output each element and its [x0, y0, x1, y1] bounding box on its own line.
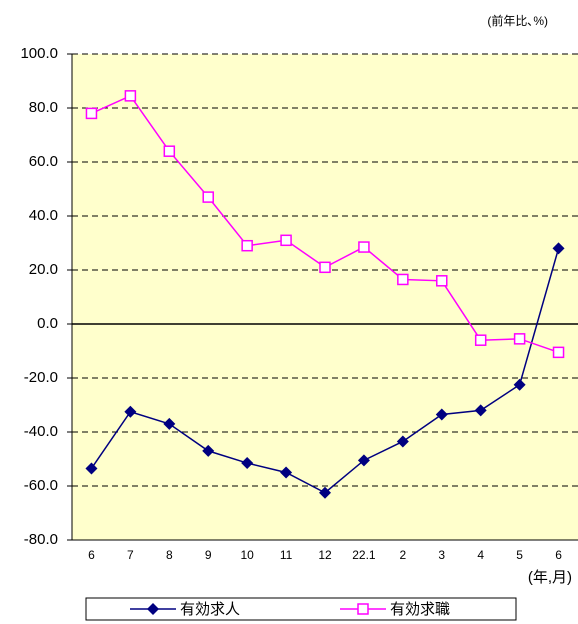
- x-tick-label: 7: [127, 548, 134, 562]
- data-point: [474, 334, 487, 346]
- data-point: [85, 107, 98, 120]
- unit-label: (前年比､%): [487, 13, 548, 28]
- data-point: [124, 90, 137, 102]
- data-point: [513, 333, 526, 345]
- data-point: [85, 462, 98, 475]
- x-tick-label: 12: [318, 548, 332, 562]
- x-tick-label: 10: [240, 548, 254, 562]
- data-point: [241, 239, 253, 252]
- y-tick-label: 100.0: [20, 45, 58, 62]
- data-point: [124, 405, 137, 418]
- legend-marker: [147, 603, 159, 615]
- plot-area: [72, 54, 578, 540]
- x-tick-label: 6: [88, 548, 95, 562]
- x-tick-label: 11: [280, 548, 293, 562]
- y-tick-label: -20.0: [24, 369, 58, 386]
- data-point: [202, 191, 214, 203]
- y-tick-label: 20.0: [29, 261, 58, 278]
- data-point: [319, 486, 331, 499]
- data-point: [319, 261, 331, 274]
- data-point: [513, 378, 526, 391]
- x-tick-label: 6: [555, 548, 562, 562]
- x-tick-label: 5: [516, 548, 523, 562]
- data-point: [435, 408, 448, 421]
- legend: 有効求人 有効求職: [85, 597, 517, 621]
- data-point: [163, 417, 176, 430]
- y-tick-label: -40.0: [24, 423, 58, 440]
- y-tick-label: -80.0: [24, 531, 58, 548]
- y-tick-label: 60.0: [29, 153, 58, 170]
- legend-marker: [357, 603, 369, 615]
- x-tick-label: 9: [205, 548, 212, 562]
- y-tick-label: 80.0: [29, 99, 58, 116]
- data-point: [280, 234, 292, 247]
- data-point: [396, 435, 409, 448]
- data-point: [436, 275, 448, 287]
- data-point: [358, 241, 370, 253]
- data-point: [474, 404, 487, 417]
- y-tick-label: 0.0: [37, 315, 58, 332]
- x-tick-label: 3: [438, 548, 445, 562]
- legend-label: 有効求職: [390, 601, 450, 618]
- data-point: [357, 454, 370, 467]
- x-axis-label: (年,月): [528, 569, 572, 586]
- y-tick-label: 40.0: [29, 207, 58, 224]
- x-tick-label: 8: [166, 548, 173, 562]
- data-point: [280, 466, 293, 479]
- data-point: [397, 273, 409, 286]
- x-tick-label: 2: [400, 548, 407, 562]
- data-point: [552, 346, 565, 359]
- legend-label: 有効求人: [180, 601, 240, 618]
- x-tick-label: 4: [477, 548, 484, 562]
- x-tick-label: 22.1: [352, 548, 376, 562]
- y-tick-label: -60.0: [24, 477, 58, 494]
- legend-box: [85, 597, 517, 621]
- data-point: [552, 242, 565, 255]
- data-point: [163, 145, 176, 157]
- data-point: [202, 444, 215, 457]
- data-point: [241, 457, 254, 470]
